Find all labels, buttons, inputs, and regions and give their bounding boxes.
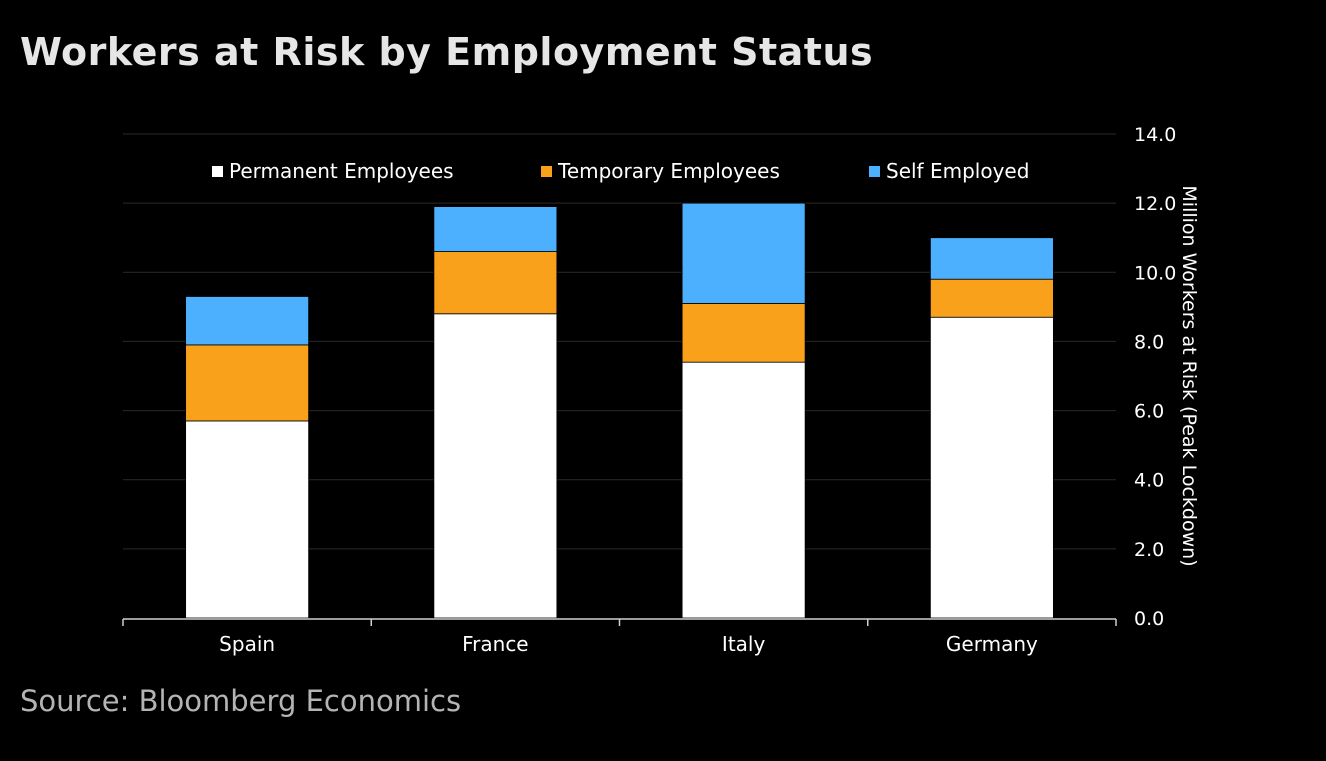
bar-segment [433,206,558,252]
bar-segment [433,313,558,619]
y-tick-label: 0.0 [1134,608,1164,630]
x-tick-label: Italy [722,632,766,656]
axes: 0.0 2.0 4.0 6.0 8.0 10.0 12.0 14.0 Spain France It… [122,124,1176,656]
legend-swatch [212,166,223,177]
chart-title: Workers at Risk by Employment Status [20,30,874,74]
y-axis-title: Million Workers at Risk (Peak Lockdown) [1178,185,1200,566]
legend-label: Temporary Employees [557,159,780,183]
bar-segment [433,251,558,315]
bar-segment [185,420,310,619]
x-tick-label: Germany [946,632,1038,656]
bar-segment [185,296,310,346]
y-tick-label: 14.0 [1134,124,1176,146]
source-note: Source: Bloomberg Economics [20,684,462,718]
bar-segment [185,344,310,422]
legend-label: Self Employed [886,159,1029,183]
y-tick-label: 8.0 [1134,331,1164,353]
bars [185,202,1054,619]
bar-segment [681,302,806,363]
bar-segment [681,202,806,304]
bar-segment [681,361,806,619]
y-tick-label: 10.0 [1134,262,1176,284]
legend-label: Permanent Employees [229,159,454,183]
legend: Permanent Employees Temporary Employees Se… [212,159,1029,183]
y-tick-label: 4.0 [1134,470,1164,492]
legend-swatch [541,166,552,177]
bar-segment [929,278,1054,318]
y-tick-label: 6.0 [1134,401,1164,423]
y-tick-label: 12.0 [1134,193,1176,215]
bar-segment [929,316,1054,619]
bar-segment [929,237,1054,280]
legend-swatch [869,166,880,177]
x-tick-label: Spain [219,632,275,656]
y-tick-label: 2.0 [1134,539,1164,561]
x-tick-label: France [462,632,529,656]
